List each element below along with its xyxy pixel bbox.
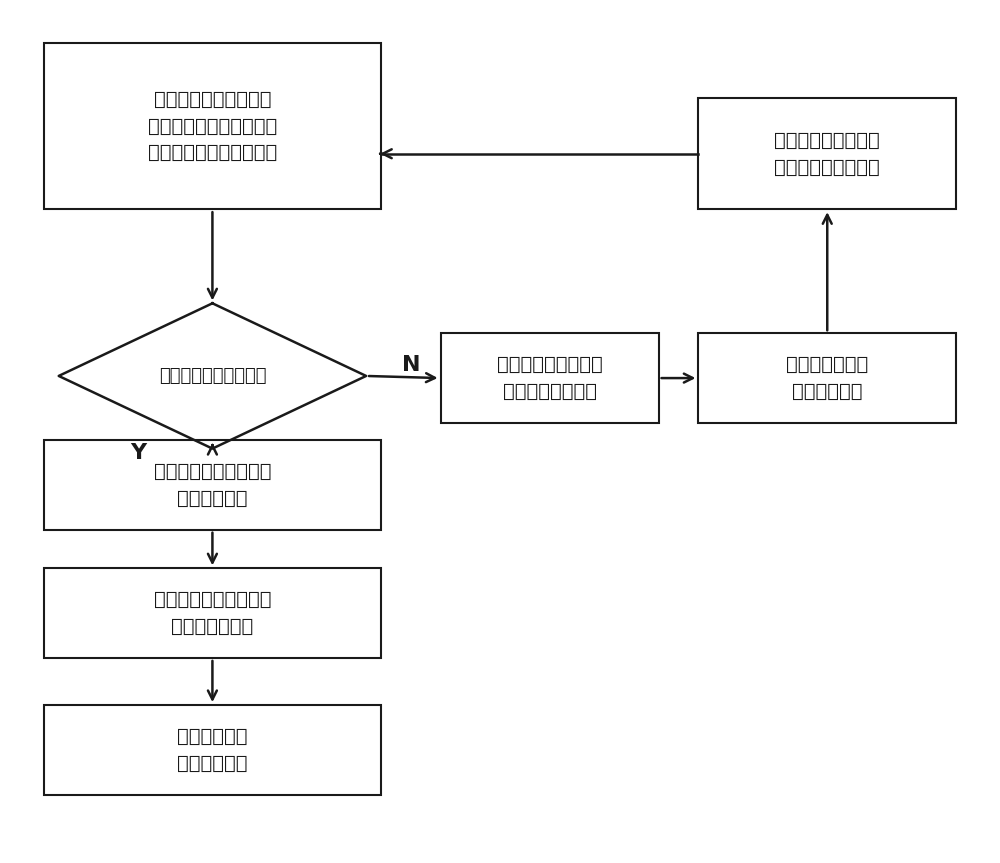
FancyBboxPatch shape xyxy=(698,333,956,423)
Text: N: N xyxy=(402,355,420,375)
Text: 资源管理模块响应请求: 资源管理模块响应请求 xyxy=(159,367,266,385)
Polygon shape xyxy=(59,303,366,449)
Text: 等待一段时间重新发
出量子密钥获取请求: 等待一段时间重新发 出量子密钥获取请求 xyxy=(774,131,880,176)
Text: 不启动中心密钥控制
器的量子接收模块: 不启动中心密钥控制 器的量子接收模块 xyxy=(497,356,602,400)
FancyBboxPatch shape xyxy=(44,705,381,795)
FancyBboxPatch shape xyxy=(441,333,659,423)
Text: 启动中心密钥控制器的
量子接收模块: 启动中心密钥控制器的 量子接收模块 xyxy=(154,463,271,507)
Text: Y: Y xyxy=(130,443,146,463)
FancyBboxPatch shape xyxy=(44,42,381,210)
FancyBboxPatch shape xyxy=(44,440,381,530)
Text: 获得足够密钥
或者通信完成: 获得足够密钥 或者通信完成 xyxy=(177,728,248,772)
FancyBboxPatch shape xyxy=(44,568,381,658)
Text: 通知终端密钥产生器启
动量子发射模块: 通知终端密钥产生器启 动量子发射模块 xyxy=(154,590,271,636)
Text: 通知中心或子站
本次请求失败: 通知中心或子站 本次请求失败 xyxy=(786,356,868,400)
Text: 中心或子站的业务需求
（包含目的地址、安全级
别、预计数据量等信息）: 中心或子站的业务需求 （包含目的地址、安全级 别、预计数据量等信息） xyxy=(148,90,277,162)
FancyBboxPatch shape xyxy=(698,98,956,210)
